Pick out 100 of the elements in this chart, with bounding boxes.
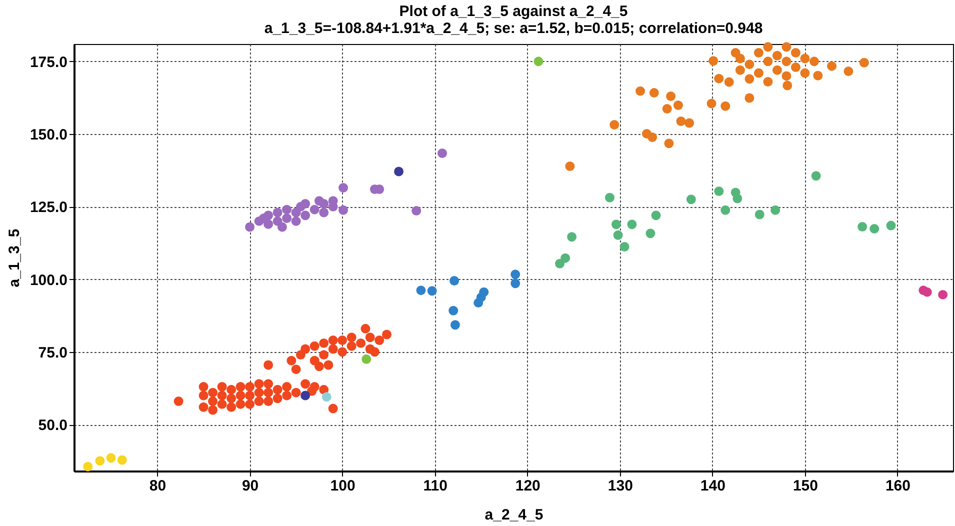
point [754, 68, 764, 78]
point [666, 92, 676, 102]
point [314, 362, 324, 372]
point [319, 384, 329, 394]
point [254, 388, 264, 398]
point [744, 93, 754, 103]
point [282, 204, 292, 214]
point [649, 88, 659, 98]
point [286, 356, 296, 366]
point [300, 210, 310, 220]
point [510, 270, 520, 280]
point [782, 56, 792, 66]
point [264, 210, 274, 220]
point [735, 65, 745, 75]
point [450, 276, 460, 286]
x-tick-label: 90 [242, 478, 259, 494]
point [338, 347, 348, 357]
point [226, 402, 236, 412]
point [362, 354, 372, 364]
point [217, 390, 227, 400]
point [346, 341, 356, 351]
point [811, 171, 821, 181]
point [208, 405, 218, 415]
point [763, 42, 773, 52]
point [245, 222, 255, 232]
point [790, 62, 800, 72]
x-tick-label: 160 [885, 478, 910, 494]
point [310, 204, 320, 214]
point [782, 42, 792, 52]
point [174, 396, 184, 406]
point [427, 286, 437, 296]
point [319, 338, 329, 348]
point [272, 384, 282, 394]
point [662, 104, 672, 114]
x-tick-label: 120 [515, 478, 540, 494]
point [346, 332, 356, 342]
point [772, 65, 782, 75]
point [754, 210, 764, 220]
point [610, 120, 620, 130]
point [870, 224, 880, 234]
point [272, 394, 282, 404]
point [720, 205, 730, 215]
point [744, 74, 754, 84]
point [648, 132, 658, 142]
point [636, 86, 646, 96]
y-axis-title: a_1_3_5 [6, 228, 23, 288]
point [338, 205, 348, 215]
point [827, 61, 837, 71]
point [394, 166, 404, 176]
point [724, 77, 734, 87]
point [236, 382, 246, 392]
point [858, 222, 868, 232]
point [664, 138, 674, 148]
y-tick-label: 50.0 [38, 417, 68, 434]
x-axis-title: a_2_4_5 [484, 506, 544, 524]
point [264, 219, 274, 229]
point [236, 390, 246, 400]
chart-subtitle: a_1_3_5=-108.84+1.91*a_2_4_5; se: a=1.52, b=0.015; correlation=0.948 [264, 20, 763, 38]
point [809, 56, 819, 66]
y-tick-label: 175.0 [30, 54, 68, 71]
point [627, 220, 637, 230]
point [208, 388, 218, 398]
point [198, 390, 208, 400]
point [555, 258, 565, 268]
point [708, 56, 718, 66]
point [282, 214, 292, 224]
point [714, 186, 724, 196]
point [370, 347, 380, 357]
point [534, 56, 544, 66]
point [264, 360, 274, 370]
point [706, 98, 716, 108]
point [720, 101, 730, 111]
point [365, 332, 375, 342]
point [886, 220, 896, 230]
point [245, 390, 255, 400]
point [732, 194, 742, 204]
point [356, 338, 366, 348]
point [714, 74, 724, 84]
point [416, 286, 426, 296]
point [106, 453, 116, 463]
point [754, 48, 764, 58]
point [560, 253, 570, 263]
point [291, 388, 301, 398]
x-tick-label: 130 [608, 478, 633, 494]
point [198, 382, 208, 392]
point [291, 216, 301, 226]
point [763, 56, 773, 66]
x-tick-label: 110 [423, 478, 448, 494]
point [763, 77, 773, 86]
point [254, 396, 264, 406]
point [328, 344, 338, 354]
point [324, 360, 334, 370]
y-tick-label: 100.0 [30, 272, 68, 289]
point [310, 341, 320, 351]
point [291, 364, 301, 374]
point [676, 116, 686, 126]
point [254, 379, 264, 389]
point [282, 390, 292, 400]
point [604, 192, 614, 202]
point [236, 399, 246, 409]
